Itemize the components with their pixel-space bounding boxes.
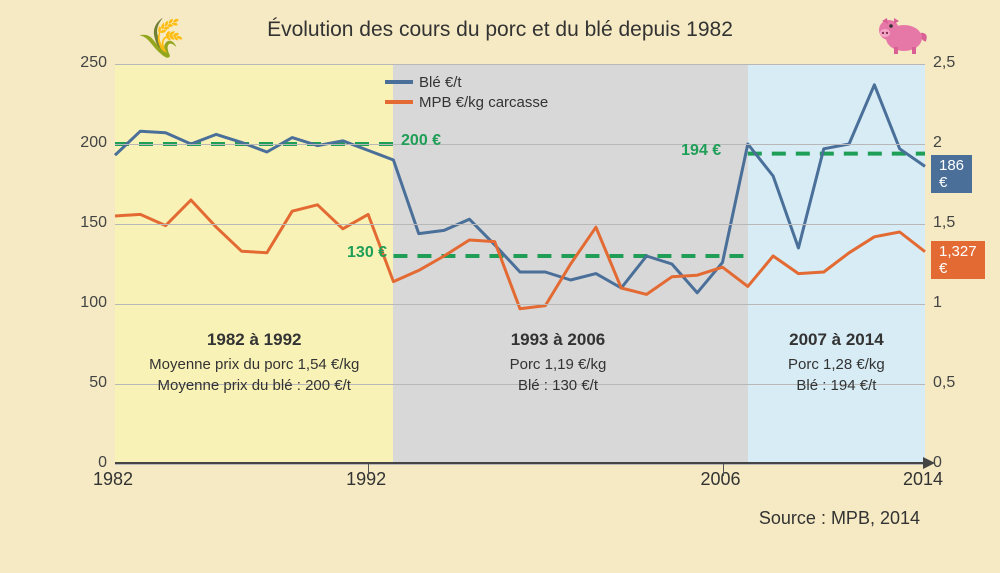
y-right-tick: 2,5: [933, 54, 973, 72]
reference-label: 130 €: [347, 244, 387, 262]
x-tick-mark: [723, 464, 724, 476]
gridline: [115, 224, 925, 225]
reference-label: 200 €: [401, 132, 441, 150]
legend: Blé €/t MPB €/kg carcasse: [385, 72, 548, 112]
y-left-tick: 100: [67, 294, 107, 312]
y-left-tick: 50: [67, 374, 107, 392]
x-tick-mark: [368, 464, 369, 476]
x-tick-label: 2014: [903, 469, 943, 490]
x-axis-arrow: [923, 457, 935, 469]
legend-swatch: [385, 80, 413, 84]
legend-item-ble: Blé €/t: [385, 72, 548, 92]
legend-label: Blé €/t: [419, 74, 462, 91]
series-line: [115, 85, 925, 293]
y-left-tick: 150: [67, 214, 107, 232]
reference-label: 194 €: [681, 142, 721, 160]
gridline: [115, 464, 925, 465]
x-tick-label: 2006: [701, 469, 741, 490]
period-summary: 2007 à 2014Porc 1,28 €/kgBlé : 194 €/t: [721, 328, 951, 396]
legend-item-mpb: MPB €/kg carcasse: [385, 92, 548, 112]
y-right-tick: 1: [933, 294, 973, 312]
pig-icon: [874, 14, 930, 61]
y-left-tick: 250: [67, 54, 107, 72]
gridline: [115, 64, 925, 65]
y-left-tick: 200: [67, 134, 107, 152]
period-summary: 1982 à 1992Moyenne prix du porc 1,54 €/k…: [139, 328, 369, 396]
source-caption: Source : MPB, 2014: [759, 508, 920, 529]
y-right-tick: 2: [933, 134, 973, 152]
end-value-badge: 1,327 €: [931, 241, 985, 279]
chart-plot-area: Blé €/t MPB €/kg carcasse 00500,51001150…: [115, 64, 925, 464]
x-tick-label: 1992: [346, 469, 386, 490]
end-value-badge: 186 €: [931, 155, 972, 193]
period-summary: 1993 à 2006Porc 1,19 €/kgBlé : 130 €/t: [443, 328, 673, 396]
y-right-tick: 1,5: [933, 214, 973, 232]
gridline: [115, 144, 925, 145]
gridline: [115, 304, 925, 305]
x-axis: [115, 462, 925, 464]
legend-label: MPB €/kg carcasse: [419, 94, 548, 111]
chart-svg: [115, 64, 925, 464]
x-tick-label: 1982: [93, 469, 133, 490]
legend-swatch: [385, 100, 413, 104]
